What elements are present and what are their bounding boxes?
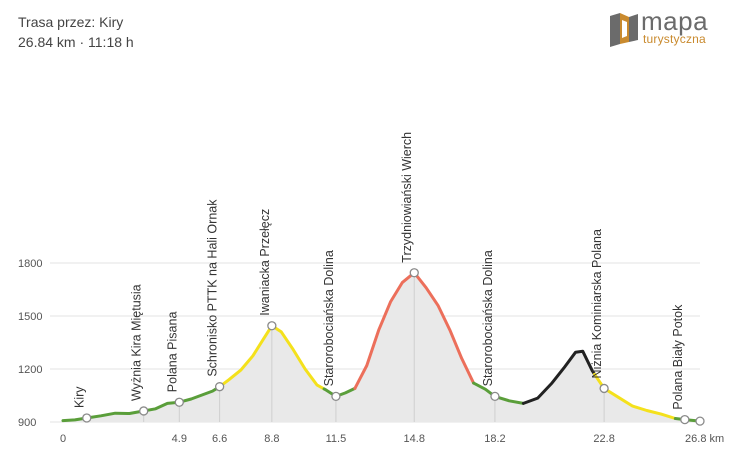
x-tick-label: 6.6 — [212, 433, 227, 445]
area-layer — [63, 272, 700, 422]
waypoint-label: Starorobociańska Dolina — [322, 250, 336, 386]
x-tick-label: 8.8 — [264, 433, 279, 445]
label-layer: Kiry Wyżnia Kira Miętusia Polana Pisana Sch… — [73, 132, 685, 410]
waypoint-marker — [599, 383, 609, 394]
route-title: Trasa przez: Kiry — [18, 14, 124, 30]
waypoint-marker — [214, 382, 225, 392]
waypoint-marker — [680, 414, 690, 425]
waypoint-label: Polana Biały Potok — [671, 304, 685, 410]
waypoint-label: Niżnia Kominiarska Polana — [590, 229, 604, 378]
route-stats: 26.84 km · 11:18 h — [18, 34, 134, 50]
elevation-area — [63, 272, 700, 422]
y-tick-label: 1800 — [18, 258, 42, 270]
logo-text-main: mapa — [641, 6, 709, 36]
profile-segment — [521, 349, 597, 405]
x-tick-label: 14.8 — [404, 433, 425, 445]
marker-layer — [82, 268, 705, 426]
waypoint-label: Trzydniowiański Wierch — [400, 132, 414, 263]
x-tick-label: 0 — [60, 433, 66, 445]
waypoint-label: Wyżnia Kira Miętusia — [130, 284, 144, 401]
waypoint-marker — [490, 391, 500, 402]
y-tick-label: 1200 — [18, 364, 42, 376]
logo-map-icon — [610, 13, 638, 47]
waypoint-label: Kiry — [73, 386, 87, 408]
waypoint-label: Iwaniacka Przełęcz — [258, 209, 272, 316]
mapa-turystyczna-logo[interactable]: mapa turystyczna — [607, 6, 732, 50]
axis-layer: 900 1200 1500 1800 0 4.9 6.6 8.8 11.5 14.8 18.2 22.… — [18, 258, 724, 445]
x-tick-label: 18.2 — [484, 433, 505, 445]
waypoint-marker — [331, 391, 341, 402]
waypoint-marker — [139, 406, 149, 416]
x-tick-label: 22.8 — [593, 433, 614, 445]
waypoint-label: Polana Pisana — [165, 312, 179, 393]
x-tick-label: 26.8 km — [685, 433, 724, 445]
waypoint-marker — [267, 321, 277, 331]
x-tick-label: 11.5 — [326, 433, 347, 445]
waypoint-marker — [409, 268, 419, 278]
waypoint-marker — [174, 397, 184, 407]
y-tick-label: 1500 — [18, 311, 42, 323]
x-tick-label: 4.9 — [172, 433, 187, 445]
route-header: Trasa przez: Kiry 26.84 km · 11:18 h — [18, 12, 134, 52]
waypoint-label: Schronisko PTTK na Hali Ornak — [206, 199, 220, 377]
waypoint-label: Starorobociańska Dolina — [481, 250, 495, 386]
y-tick-label: 900 — [18, 417, 36, 429]
waypoint-marker — [82, 413, 92, 423]
logo-text-sub: turystyczna — [643, 32, 706, 46]
route-end-marker — [695, 416, 705, 426]
